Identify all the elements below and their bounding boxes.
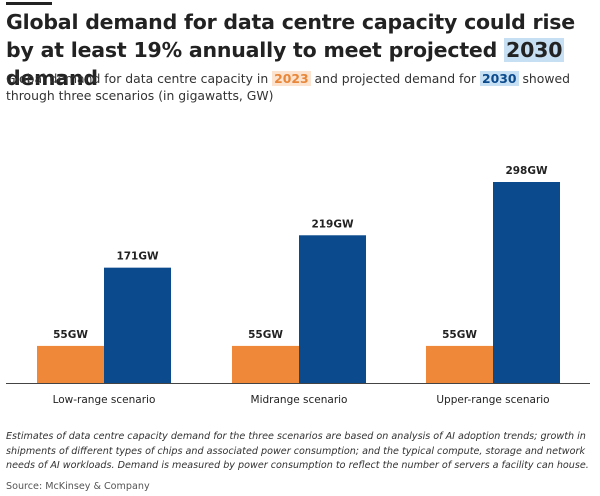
bar-value-label-2023-3: 55GW [442,329,477,341]
bar-2023-2 [232,345,299,383]
subtitle-year-2030: 2030 [480,71,519,86]
category-label-3: Upper-range scenario [436,394,549,406]
subtitle-year-2023: 2023 [272,71,311,86]
subtitle-text-3: showed through three scenarios (in gigaw… [6,71,570,103]
bar-2023-3 [426,345,493,383]
bar-value-label-2030-2: 219GW [311,218,354,230]
bar-labels-group: 55GW 171GW 55GW 219GW 55GW 298GW [53,165,548,341]
title-text-after: demand [6,66,98,90]
category-labels-group: Low-range scenario Midrange scenario Upper… [53,394,550,406]
title-text-before: Global demand for data centre capacity c… [6,10,575,62]
category-label-2: Midrange scenario [251,394,348,406]
bar-value-label-2023-1: 55GW [53,329,88,341]
source-line: Source: McKinsey & Company [6,481,150,492]
bar-2023-1 [37,345,104,383]
bar-value-label-2030-3: 298GW [505,165,548,177]
chart-title: Global demand for data centre capacity c… [6,8,594,92]
category-label-1: Low-range scenario [53,394,156,406]
bar-2030-2 [299,235,366,383]
footnote: Estimates of data centre capacity demand… [6,431,589,471]
bar-2030-1 [104,267,171,383]
subtitle-text-1: Global demand for data centre capacity i… [6,71,273,86]
bar-value-label-2030-1: 171GW [116,251,159,263]
title-accent-rule [6,2,52,5]
bars-group [37,182,560,383]
bar-2030-3 [493,182,560,383]
subtitle-text-2: and projected demand for [310,71,481,86]
chart-subtitle: Global demand for data centre capacity i… [6,70,594,104]
title-highlight-year: 2030 [504,38,565,62]
bar-value-label-2023-2: 55GW [248,329,283,341]
